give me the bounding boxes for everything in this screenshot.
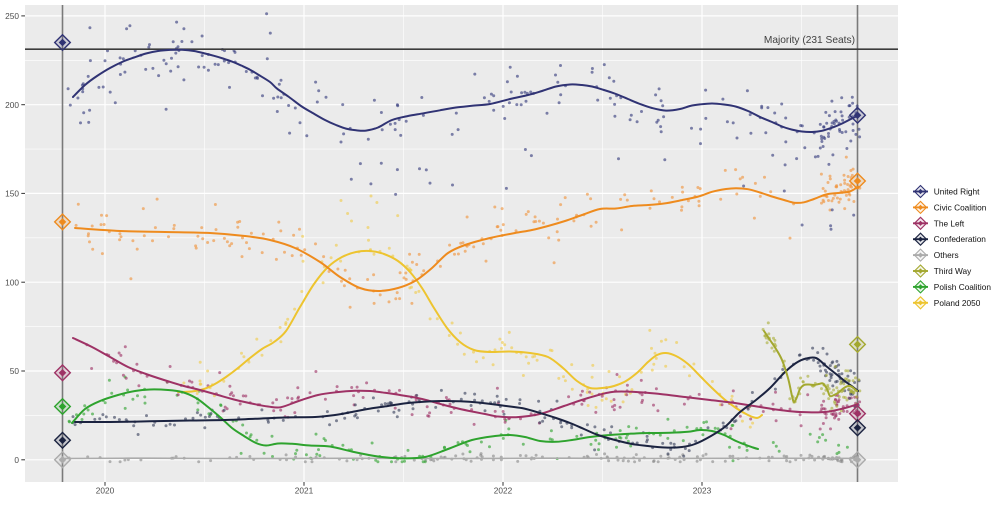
svg-text:Third Way: Third Way bbox=[934, 266, 972, 276]
svg-text:United Right: United Right bbox=[934, 187, 980, 197]
svg-text:0: 0 bbox=[14, 455, 19, 465]
svg-text:Poland 2050: Poland 2050 bbox=[934, 298, 981, 308]
svg-text:Majority (231 Seats): Majority (231 Seats) bbox=[764, 35, 855, 46]
svg-text:Others: Others bbox=[934, 250, 959, 260]
svg-text:2020: 2020 bbox=[96, 486, 115, 496]
svg-text:Polish Coalition: Polish Coalition bbox=[934, 282, 992, 292]
svg-text:Confederation: Confederation bbox=[934, 234, 987, 244]
svg-text:2021: 2021 bbox=[295, 486, 314, 496]
svg-text:2023: 2023 bbox=[693, 486, 712, 496]
svg-text:The Left: The Left bbox=[934, 218, 965, 228]
svg-text:Civic Coalition: Civic Coalition bbox=[934, 202, 987, 212]
svg-text:100: 100 bbox=[5, 277, 19, 287]
svg-text:150: 150 bbox=[5, 189, 19, 199]
svg-text:50: 50 bbox=[10, 366, 20, 376]
svg-text:2022: 2022 bbox=[494, 486, 513, 496]
svg-text:250: 250 bbox=[5, 11, 19, 21]
svg-text:200: 200 bbox=[5, 100, 19, 110]
